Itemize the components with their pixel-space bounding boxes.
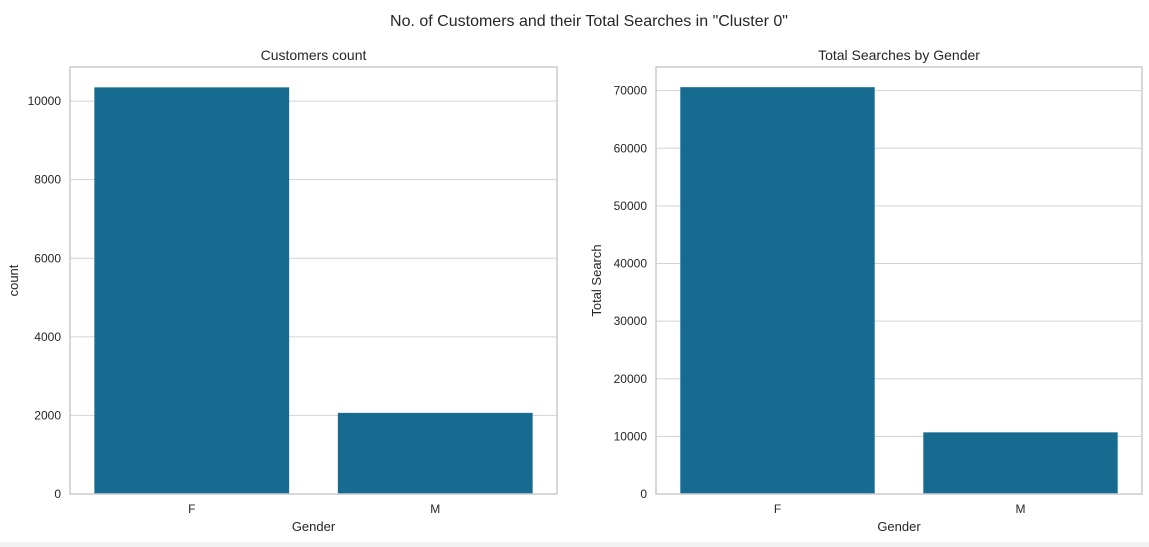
x-tick-label: F [188, 502, 195, 516]
y-tick-label: 20000 [614, 372, 648, 386]
y-tick-label: 50000 [614, 199, 648, 213]
y-tick-label: 0 [54, 487, 61, 501]
y-tick-label: 2000 [34, 408, 61, 422]
x-tick-label: F [774, 502, 781, 516]
chart-title: Total Searches by Gender [818, 47, 980, 63]
x-tick-label: M [430, 502, 440, 516]
y-tick-label: 70000 [614, 84, 648, 98]
axes-frame [69, 66, 558, 495]
y-tick-label: 60000 [614, 141, 648, 155]
y-tick-label: 0 [640, 487, 647, 501]
chart-1: 0 2000 4000 6000 8000 10000 F M Customers count G… [6, 47, 558, 534]
figure-suptitle: No. of Customers and their Total Searche… [390, 13, 788, 30]
bar-M [337, 412, 533, 494]
x-axis-label: Gender [292, 519, 336, 534]
bar-F [680, 87, 875, 494]
x-tick-label: M [1016, 502, 1026, 516]
y-tick-label: 30000 [614, 314, 648, 328]
axes-frame [655, 66, 1143, 495]
y-tick-label: 10000 [28, 94, 62, 108]
x-axis-label: Gender [877, 519, 921, 534]
y-tick-label: 40000 [614, 257, 648, 271]
y-axis-label: count [6, 264, 21, 296]
bar-M [923, 432, 1118, 494]
chart-title: Customers count [261, 47, 367, 63]
y-tick-label: 10000 [614, 429, 648, 443]
y-tick-label: 8000 [34, 173, 61, 187]
y-axis-label: Total Search [589, 244, 604, 316]
chart-2: 0 10000 20000 30000 40000 50000 60000 70000 F M To… [589, 47, 1143, 534]
y-tick-label: 4000 [34, 330, 61, 344]
y-tick-label: 6000 [34, 251, 61, 265]
charts-container: 0 2000 4000 6000 8000 10000 F M Customers count G… [6, 47, 1143, 534]
bar-F [94, 87, 290, 494]
